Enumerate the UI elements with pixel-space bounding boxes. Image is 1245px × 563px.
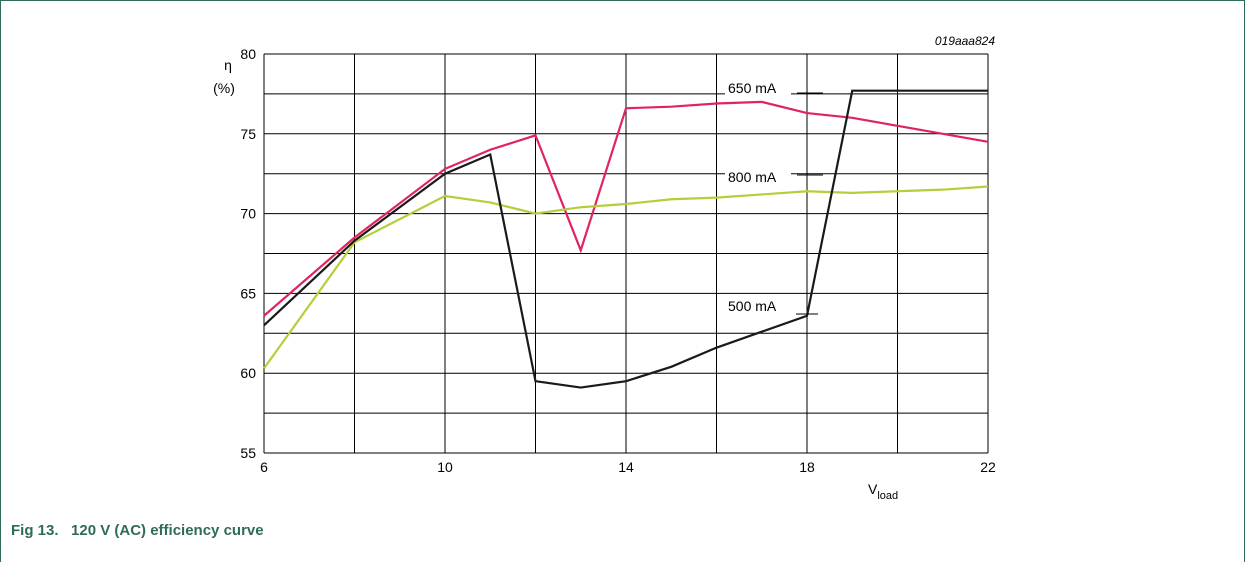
figure-caption: Fig 13. 120 V (AC) efficiency curve	[11, 522, 264, 539]
series-annotation: 800 mA	[728, 169, 777, 185]
annotation-backdrop	[725, 168, 791, 186]
x-tick-label: 18	[799, 459, 815, 475]
x-tick-label: 6	[260, 459, 268, 475]
annotation-backdrop	[725, 79, 791, 97]
y-tick-label: 55	[240, 445, 256, 461]
tick-labels: 6 10 14 18 22 55 60 65 70 75 80	[240, 46, 996, 475]
series-annotation: 500 mA	[728, 298, 777, 314]
x-axis-label: Vload	[868, 481, 898, 502]
series-layer	[263, 89, 989, 389]
y-tick-label: 80	[240, 46, 256, 62]
x-tick-label: 22	[980, 459, 996, 475]
efficiency-chart: 650 mA 800 mA 500 mA 6 10 14 18 22 55 60 65 70 75 80…	[213, 34, 996, 502]
y-tick-label: 75	[240, 126, 256, 142]
y-axis-unit: (%)	[213, 80, 235, 96]
series-line-500-ma	[263, 89, 988, 389]
y-tick-label: 60	[240, 365, 256, 381]
y-axis-label: η	[224, 57, 232, 73]
series-line-800-ma	[263, 185, 989, 370]
annotation-layer: 650 mA 800 mA 500 mA	[725, 79, 823, 315]
figure-code: 019aaa824	[935, 34, 995, 48]
series-line-650-ma	[263, 100, 989, 317]
annotation-backdrop	[725, 297, 791, 315]
chart-grid	[263, 53, 989, 454]
x-tick-label: 14	[618, 459, 634, 475]
x-axis-label-main: V	[868, 481, 878, 497]
y-tick-label: 65	[240, 285, 256, 301]
y-tick-label: 70	[240, 206, 256, 222]
series-annotation: 650 mA	[728, 80, 777, 96]
x-axis-label-sub: load	[877, 490, 898, 502]
x-tick-label: 10	[437, 459, 453, 475]
